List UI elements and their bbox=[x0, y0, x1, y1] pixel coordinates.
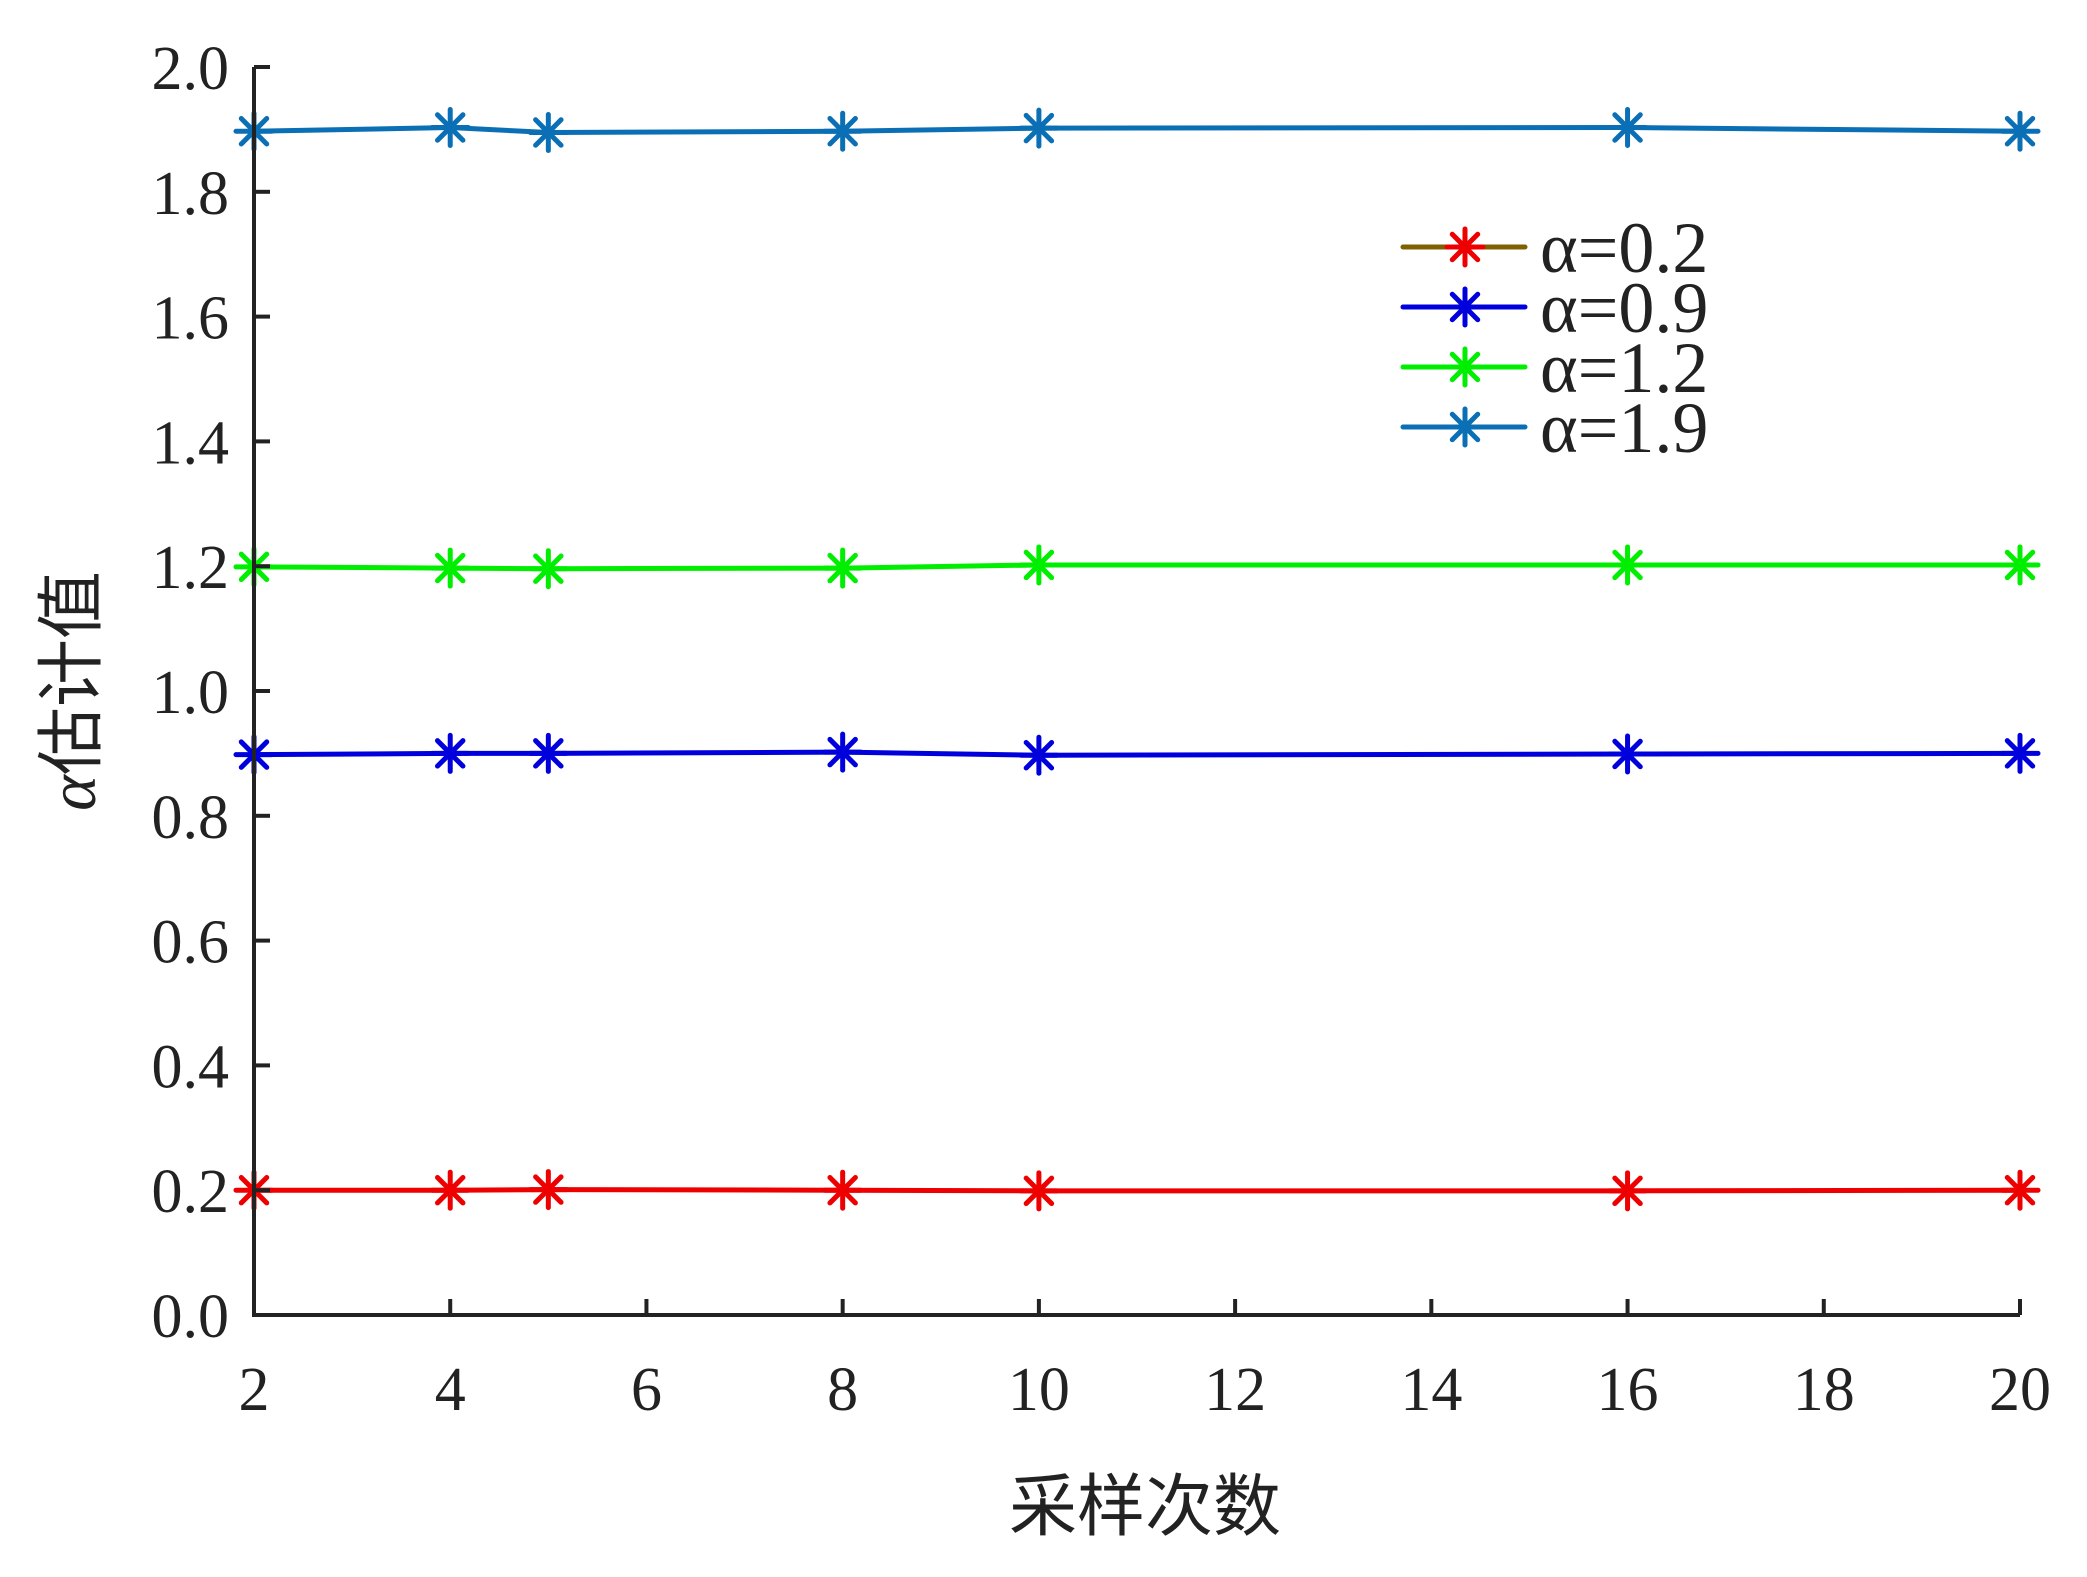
data-point bbox=[429, 547, 471, 589]
data-point bbox=[429, 107, 471, 149]
series-0 bbox=[233, 1169, 2041, 1212]
legend: α=0.2α=0.9α=1.2α=1.9 bbox=[1400, 208, 1708, 468]
y-tick-label: 1.0 bbox=[152, 659, 230, 727]
data-point bbox=[1999, 110, 2041, 152]
x-tick-label: 8 bbox=[827, 1356, 858, 1424]
y-tick-label: 1.6 bbox=[152, 285, 230, 353]
legend-item: α=1.2 bbox=[1400, 328, 1708, 408]
y-tick-label: 0.2 bbox=[152, 1158, 230, 1226]
legend-marker bbox=[1444, 406, 1486, 448]
data-point bbox=[429, 1169, 471, 1211]
data-point bbox=[429, 732, 471, 774]
y-tick-label: 1.8 bbox=[152, 160, 230, 228]
y-tick-label: 0.6 bbox=[152, 909, 230, 977]
x-tick-label: 2 bbox=[239, 1356, 270, 1424]
legend-marker bbox=[1444, 286, 1486, 328]
x-tick-label: 14 bbox=[1400, 1356, 1462, 1424]
x-tick-label: 10 bbox=[1008, 1356, 1070, 1424]
legend-label: α=1.2 bbox=[1540, 328, 1708, 408]
x-tick-label: 20 bbox=[1989, 1356, 2051, 1424]
data-point bbox=[1999, 1169, 2041, 1211]
legend-item: α=0.9 bbox=[1400, 268, 1708, 348]
y-tick-label: 2.0 bbox=[152, 35, 230, 103]
x-tick-label: 12 bbox=[1204, 1356, 1266, 1424]
series-2 bbox=[233, 544, 2041, 590]
data-point bbox=[527, 732, 569, 774]
series-line bbox=[253, 749, 2021, 758]
legend-item: α=0.2 bbox=[1400, 208, 1708, 288]
data-point bbox=[822, 731, 864, 773]
legend-marker bbox=[1444, 346, 1486, 388]
y-tick-label: 1.4 bbox=[152, 409, 230, 477]
y-axis-label-text: 估计值 bbox=[34, 571, 110, 775]
y-tick-label: 0.0 bbox=[152, 1283, 230, 1351]
data-point bbox=[822, 547, 864, 589]
series-line bbox=[254, 1187, 2021, 1194]
x-tick-label: 16 bbox=[1597, 1356, 1659, 1424]
data-point bbox=[1607, 733, 1649, 775]
legend-marker bbox=[1444, 226, 1486, 268]
x-tick-label: 18 bbox=[1793, 1356, 1855, 1424]
data-point bbox=[1999, 732, 2041, 774]
axes: 2 4 6 8 10 12 14 16 18 20 0.0 0.2 0.4 0.6 0.8 1.0 1.2 1.4… bbox=[152, 35, 2052, 1424]
data-point bbox=[1607, 107, 1649, 149]
legend-item: α=1.9 bbox=[1400, 388, 1708, 468]
data-point bbox=[1607, 1170, 1649, 1212]
series-line bbox=[253, 125, 2021, 136]
legend-label: α=1.9 bbox=[1540, 388, 1708, 468]
y-axis-label: α估计值 bbox=[34, 571, 110, 811]
data-point bbox=[1018, 107, 1060, 149]
y-tick-label: 0.4 bbox=[152, 1033, 230, 1101]
data-point bbox=[822, 1169, 864, 1211]
x-tick-label: 4 bbox=[435, 1356, 466, 1424]
series-1 bbox=[233, 731, 2041, 776]
series-layer bbox=[233, 107, 2041, 1212]
series-line bbox=[253, 562, 2020, 572]
data-point bbox=[1018, 734, 1060, 776]
data-point bbox=[527, 548, 569, 590]
data-point bbox=[1018, 1170, 1060, 1212]
legend-label: α=0.9 bbox=[1540, 268, 1708, 348]
data-point bbox=[1999, 544, 2041, 586]
y-tick-label: 0.8 bbox=[152, 784, 230, 852]
y-axis-label-symbol: α bbox=[34, 774, 110, 811]
data-point bbox=[1607, 544, 1649, 586]
x-axis-label: 采样次数 bbox=[1009, 1469, 1281, 1545]
y-tick-label: 1.2 bbox=[152, 534, 230, 602]
legend-label: α=0.2 bbox=[1540, 208, 1708, 288]
x-tick-label: 6 bbox=[631, 1356, 662, 1424]
data-point bbox=[822, 110, 864, 152]
data-point bbox=[527, 1169, 569, 1211]
data-point bbox=[527, 112, 569, 154]
series-3 bbox=[233, 107, 2041, 154]
data-point bbox=[1018, 544, 1060, 586]
